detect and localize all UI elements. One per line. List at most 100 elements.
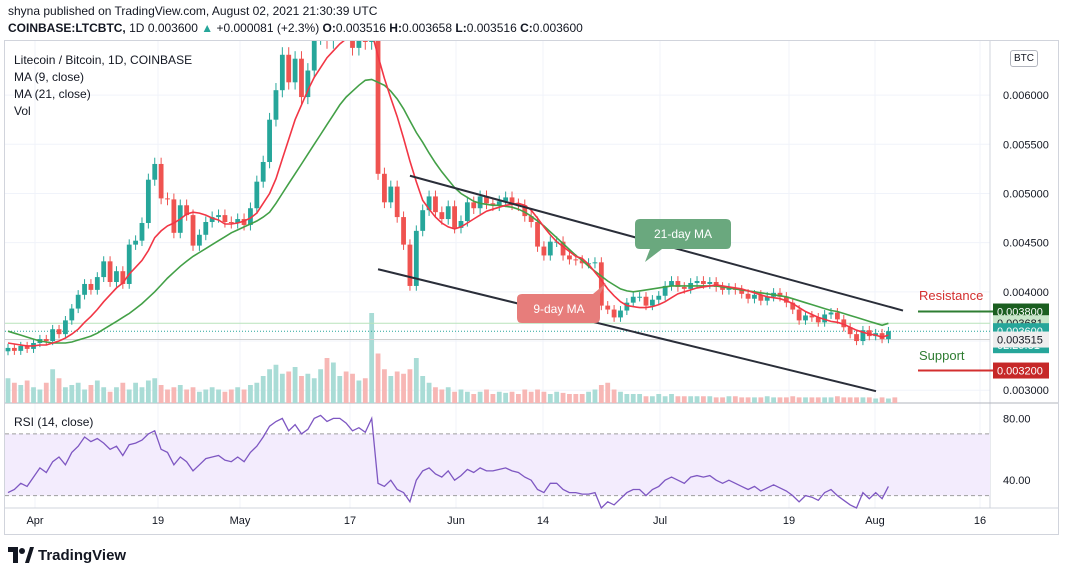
- rsi-band: [5, 433, 990, 496]
- volume-bar-136: [873, 398, 879, 403]
- candle-body-76: [490, 203, 496, 206]
- candle-body-33: [216, 215, 221, 218]
- volume-bar-11: [75, 382, 81, 403]
- candle-body-127: [815, 317, 821, 323]
- volume-bar-126: [809, 397, 815, 403]
- volume-bar-98: [630, 394, 636, 403]
- candle-body-121: [777, 292, 783, 297]
- volume-bar-131: [841, 397, 847, 403]
- candle-body-63: [407, 244, 413, 286]
- volume-bar-47: [305, 373, 311, 403]
- interval-label: 1D: [129, 21, 145, 35]
- candle-body-19: [126, 244, 132, 284]
- resistance-label: Resistance: [919, 288, 983, 303]
- candle-body-113: [726, 287, 732, 290]
- high-value: 0.003658: [401, 21, 453, 35]
- candle-body-124: [796, 309, 802, 321]
- price-tick-0: 0.006000: [1003, 90, 1049, 102]
- rsi-tick-0: 80.00: [1003, 413, 1031, 425]
- candle-body-125: [803, 315, 808, 321]
- tradingview-logo[interactable]: TradingView: [8, 544, 126, 566]
- volume-bar-130: [835, 396, 840, 403]
- candle-body-36: [235, 219, 241, 223]
- candle-body-50: [325, 30, 330, 41]
- time-tick-2: May: [230, 515, 251, 527]
- candle-body-116: [745, 293, 751, 299]
- candle-body-131: [841, 319, 847, 328]
- volume-bar-34: [222, 391, 228, 403]
- ohlc-line: COINBASE:LTCBTC, 1D 0.003600 ▲ +0.000081…: [8, 21, 583, 35]
- volume-bar-107: [688, 396, 694, 403]
- volume-bar-108: [694, 396, 700, 403]
- volume-bar-12: [82, 389, 87, 403]
- volume-bar-129: [828, 397, 834, 403]
- volume-bar-79: [509, 391, 515, 403]
- volume-bar-4: [31, 387, 36, 403]
- candle-body-56: [362, 41, 368, 42]
- channel-lower-line: [377, 268, 877, 393]
- volume-bar-93: [598, 385, 604, 403]
- time-tick-4: Jun: [447, 515, 465, 527]
- volume-bar-21: [139, 387, 145, 403]
- volume-bar-58: [375, 353, 381, 403]
- legend-title: Litecoin / Bitcoin, 1D, COINBASE: [14, 53, 193, 67]
- ma21-callout-label: 21-day MA: [654, 227, 712, 241]
- volume-bar-13: [88, 385, 94, 403]
- price-tick-2: 0.005000: [1003, 188, 1049, 200]
- candle-body-78: [503, 197, 509, 202]
- volume-bar-80: [516, 394, 521, 403]
- price-tick-1: 0.005500: [1003, 139, 1049, 151]
- candle-body-68: [439, 212, 445, 220]
- volume-bar-16: [107, 391, 113, 403]
- candle-body-117: [752, 294, 757, 299]
- candle-body-129: [828, 312, 834, 315]
- candle-body-99: [637, 296, 643, 298]
- volume-bar-72: [464, 391, 470, 403]
- candle-body-3: [24, 345, 30, 349]
- candle-body-101: [649, 299, 655, 306]
- candle-body-134: [860, 330, 866, 342]
- candle-body-84: [541, 246, 547, 256]
- candle-body-24: [158, 163, 164, 199]
- rsi-line: [7, 414, 889, 510]
- candle-body-38: [248, 208, 253, 225]
- candle-body-51: [331, 28, 336, 41]
- candle-body-29: [190, 215, 196, 246]
- volume-bar-56: [362, 378, 368, 403]
- volume-bar-74: [477, 391, 483, 403]
- volume-bar-70: [452, 391, 457, 403]
- volume-bar-123: [790, 396, 796, 403]
- candle-body-135: [866, 330, 872, 337]
- volume-bar-43: [279, 373, 285, 403]
- candle-body-62: [401, 217, 406, 245]
- time-tick-1: 19: [152, 515, 164, 527]
- volume-bar-90: [579, 394, 585, 403]
- candle-body-75: [484, 196, 489, 204]
- candle-body-133: [854, 334, 859, 342]
- currency-button[interactable]: BTC: [1010, 50, 1038, 67]
- volume-bar-135: [866, 397, 872, 403]
- candle-body-53: [344, 24, 349, 28]
- time-tick-5: 14: [537, 515, 549, 527]
- volume-bar-106: [681, 396, 687, 403]
- chart-frame[interactable]: [4, 40, 1059, 535]
- candle-body-77: [496, 201, 502, 206]
- candle-body-34: [222, 215, 228, 222]
- last-price: 0.003600: [147, 21, 198, 35]
- volume-bar-5: [37, 389, 43, 403]
- volume-bar-111: [713, 397, 719, 403]
- candle-body-30: [197, 234, 202, 246]
- volume-bar-17: [114, 387, 119, 403]
- ma9-callout-label: 9-day MA: [533, 302, 584, 316]
- volume-bar-68: [439, 389, 445, 403]
- candle-body-42: [273, 90, 279, 120]
- candle-body-14: [94, 277, 100, 290]
- volume-bar-117: [752, 397, 757, 403]
- close-label: C:: [520, 21, 533, 35]
- change-arrow-icon: ▲: [201, 21, 214, 35]
- candle-body-18: [120, 271, 126, 284]
- ma21-line: [7, 78, 889, 344]
- candle-body-8: [56, 329, 62, 335]
- candle-body-98: [630, 296, 636, 303]
